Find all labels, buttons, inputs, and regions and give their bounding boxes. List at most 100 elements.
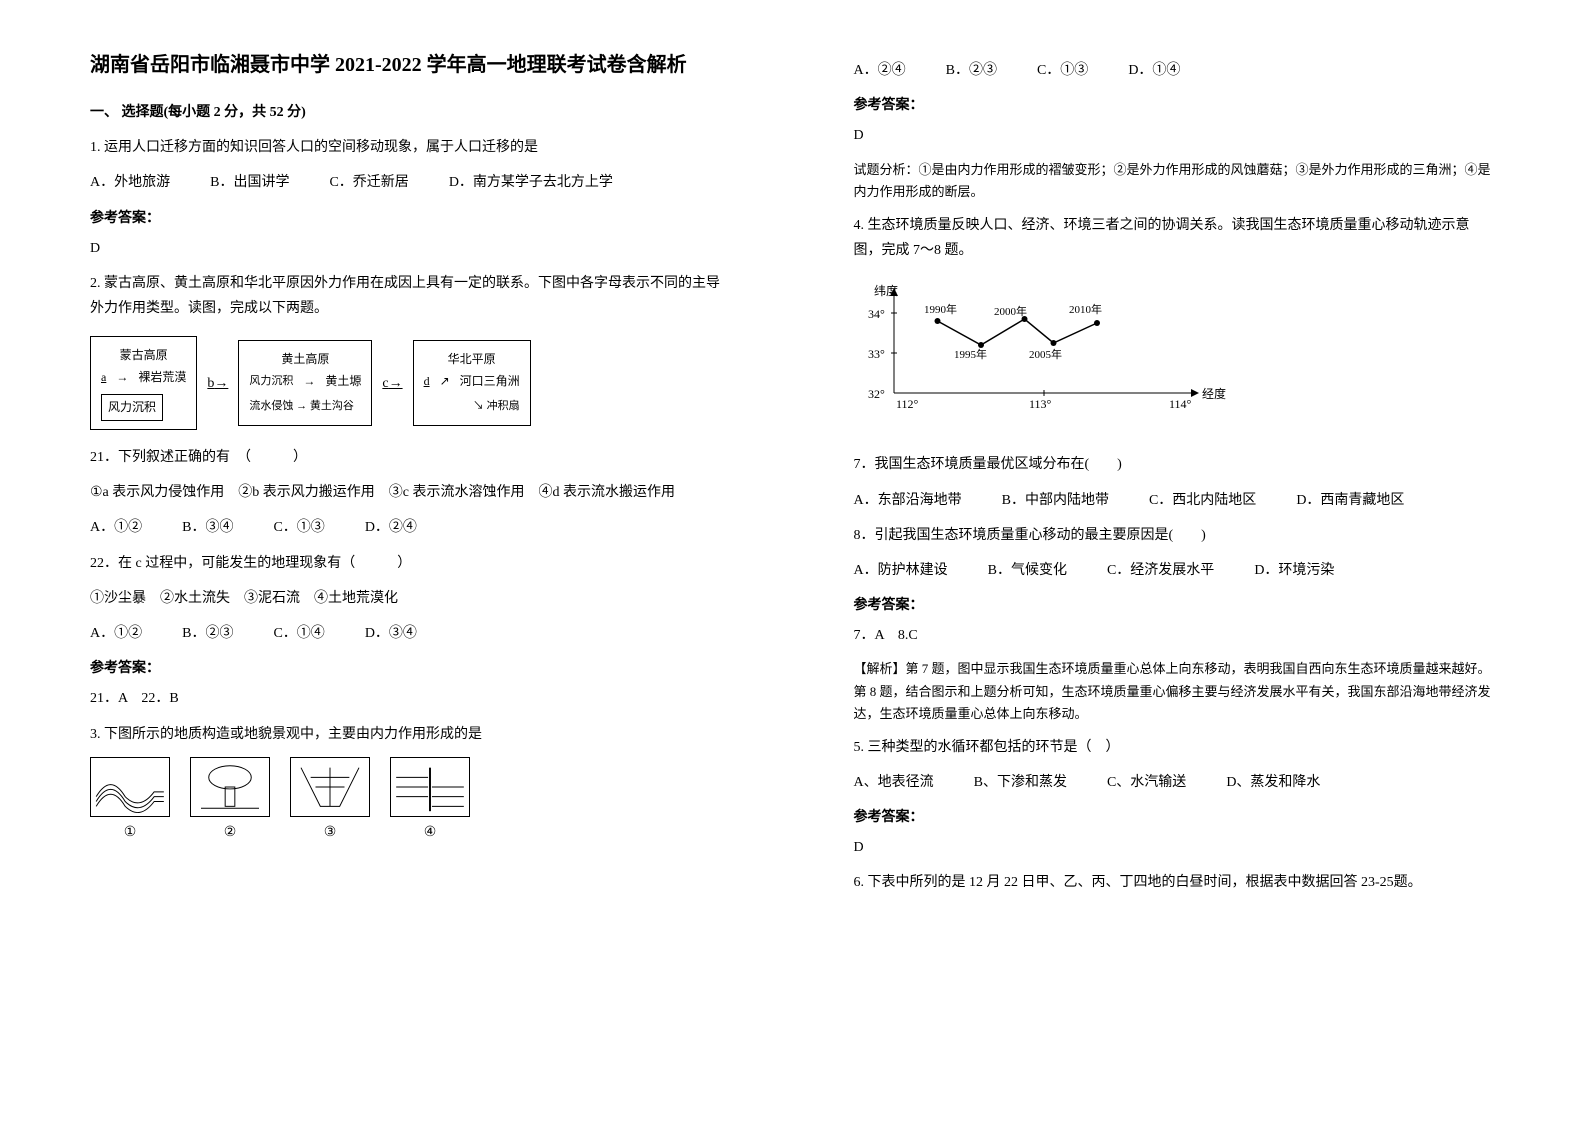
q8-options: A．防护林建设 B．气候变化 C．经济发展水平 D．环境污染 (854, 558, 1498, 583)
box3-d: d (424, 371, 430, 393)
box2-title: 黄土高原 (249, 349, 361, 371)
q7-optA: A．东部沿海地带 (854, 488, 962, 513)
q5-stem: 5. 三种类型的水循环都包括的环节是（ ） (854, 735, 1498, 760)
geo-n4: ④ (424, 820, 437, 845)
q3-stem: 3. 下图所示的地质构造或地貌景观中，主要由内力作用形成的是 (90, 722, 734, 747)
y32: 32° (868, 387, 885, 401)
fault-icon (390, 757, 470, 817)
ans78-label: 参考答案： (854, 593, 1498, 618)
q5-options: A、地表径流 B、下渗和蒸发 C、水汽输送 D、蒸发和降水 (854, 770, 1498, 795)
q21-stem: 21．下列叙述正确的有 （ ） (90, 445, 734, 470)
x114: 114° (1169, 397, 1192, 411)
diagram-box-2: 黄土高原 风力沉积 → 黄土塬 流水侵蚀 → 黄土沟谷 (238, 340, 372, 426)
box1-title: 蒙古高原 (101, 345, 186, 367)
box3-title: 华北平原 (424, 349, 520, 371)
geo-n2: ② (224, 820, 237, 845)
trajectory-chart: 纬度 34° 33° 32° 112° 113° 114° 经度 1990年 1… (854, 283, 1234, 423)
ans2122: 21．A 22．B (90, 686, 734, 711)
q5-optC: C、水汽输送 (1107, 770, 1186, 795)
geo-img-4: ④ (390, 757, 470, 845)
ans2122-label: 参考答案： (90, 656, 734, 681)
ans78: 7．A 8.C (854, 623, 1498, 648)
delta-icon (290, 757, 370, 817)
geo-img-3: ③ (290, 757, 370, 845)
page-title: 湖南省岳阳市临湘聂市中学 2021-2022 学年高一地理联考试卷含解析 (90, 50, 734, 80)
q1-options: A．外地旅游 B．出国讲学 C．乔迁新居 D．南方某学子去北方上学 (90, 170, 734, 195)
box3-r1: 河口三角洲 (460, 371, 520, 393)
box2-right: 黄土塬 (325, 371, 361, 393)
p2000: 2000年 (994, 304, 1027, 318)
c-label: c→ (382, 371, 402, 396)
q5-optB: B、下渗和蒸发 (974, 770, 1067, 795)
q7-stem: 7．我国生态环境质量最优区域分布在( ) (854, 452, 1498, 477)
p2010: 2010年 (1069, 302, 1102, 316)
q8-stem: 8．引起我国生态环境质量重心移动的最主要原因是( ) (854, 523, 1498, 548)
q5-answer-label: 参考答案： (854, 805, 1498, 830)
geo-img-1: ① (90, 757, 170, 845)
mushroom-rock-icon (190, 757, 270, 817)
q22-stem: 22．在 c 过程中，可能发生的地理现象有（ ） (90, 551, 734, 576)
q3-answer-label: 参考答案： (854, 93, 1498, 118)
q7-optD: D．西南青藏地区 (1296, 488, 1404, 513)
q21-optA: A．①② (90, 515, 142, 540)
q3-answer: D (854, 123, 1498, 148)
flow-diagram: 蒙古高原 a → 裸岩荒漠 风力沉积 b→ 黄土高原 风力沉积 → 黄土塬 流水… (90, 336, 734, 430)
q22-line: ①沙尘暴 ②水土流失 ③泥石流 ④土地荒漠化 (90, 586, 734, 611)
q2-stem: 2. 蒙古高原、黄土高原和华北平原因外力作用在成因上具有一定的联系。下图中各字母… (90, 271, 734, 321)
box3-r2: 冲积扇 (487, 400, 520, 412)
y33: 33° (868, 347, 885, 361)
explain78: 【解析】第 7 题，图中显示我国生态环境质量重心总体上向东移动，表明我国自西向东… (854, 658, 1498, 724)
box1-bottom: 风力沉积 (101, 394, 163, 422)
xlabel: 经度 (1202, 386, 1226, 401)
q3-options: A．②④ B．②③ C．①③ D．①④ (854, 58, 1498, 83)
q8-optA: A．防护林建设 (854, 558, 948, 583)
q21-options: A．①② B．③④ C．①③ D．②④ (90, 515, 734, 540)
left-column: 湖南省岳阳市临湘聂市中学 2021-2022 学年高一地理联考试卷含解析 一、 … (0, 0, 794, 1122)
q8-optD: D．环境污染 (1254, 558, 1334, 583)
geo-n1: ① (124, 820, 137, 845)
p2005: 2005年 (1029, 347, 1062, 361)
box1-sub: 裸岩荒漠 (138, 367, 186, 389)
q1-optD: D．南方某学子去北方上学 (449, 170, 613, 195)
q21-optD: D．②④ (365, 515, 417, 540)
right-column: A．②④ B．②③ C．①③ D．①④ 参考答案： D 试题分析：①是由内力作用… (794, 0, 1587, 1122)
q4-stem: 4. 生态环境质量反映人口、经济、环境三者之间的协调关系。读我国生态环境质量重心… (854, 213, 1498, 263)
box2-br: 黄土沟谷 (310, 400, 354, 412)
q21-optB: B．③④ (182, 515, 233, 540)
q22-optD: D．③④ (365, 621, 417, 646)
q1-answer: D (90, 236, 734, 261)
y34: 34° (868, 307, 885, 321)
q22-options: A．①② B．②③ C．①④ D．③④ (90, 621, 734, 646)
q8-optC: C．经济发展水平 (1107, 558, 1214, 583)
q5-optD: D、蒸发和降水 (1226, 770, 1320, 795)
geology-images: ① ② ③ (90, 757, 734, 845)
diagram-box-1: 蒙古高原 a → 裸岩荒漠 风力沉积 (90, 336, 197, 430)
b-label: b→ (207, 371, 228, 396)
q22-optC: C．①④ (273, 621, 324, 646)
q1-stem: 1. 运用人口迁移方面的知识回答人口的空间移动现象，属于人口迁移的是 (90, 135, 734, 160)
x112: 112° (896, 397, 919, 411)
geo-n3: ③ (324, 820, 337, 845)
q7-options: A．东部沿海地带 B．中部内陆地带 C．西北内陆地区 D．西南青藏地区 (854, 488, 1498, 513)
q21-line: ①a 表示风力侵蚀作用 ②b 表示风力搬运作用 ③c 表示流水溶蚀作用 ④d 表… (90, 480, 734, 505)
q5-optA: A、地表径流 (854, 770, 934, 795)
q6-stem: 6. 下表中所列的是 12 月 22 日甲、乙、丙、丁四地的白昼时间，根据表中数… (854, 870, 1498, 895)
q22-optA: A．①② (90, 621, 142, 646)
fold-icon (90, 757, 170, 817)
q1-answer-label: 参考答案： (90, 206, 734, 231)
q1-optC: C．乔迁新居 (329, 170, 408, 195)
ylabel: 纬度 (874, 283, 898, 298)
box1-a: a (101, 367, 106, 389)
q7-optB: B．中部内陆地带 (1002, 488, 1109, 513)
box2-top: 风力沉积 (249, 372, 293, 392)
q5-answer: D (854, 835, 1498, 860)
p1995: 1995年 (954, 347, 987, 361)
q3-explain: 试题分析：①是由内力作用形成的褶皱变形；②是外力作用形成的风蚀蘑菇；③是外力作用… (854, 159, 1498, 203)
q3-optB: B．②③ (946, 58, 997, 83)
section-head: 一、 选择题(每小题 2 分，共 52 分) (90, 100, 734, 125)
q3-optD: D．①④ (1128, 58, 1180, 83)
x113: 113° (1029, 397, 1052, 411)
box2-bottom: 流水侵蚀 (249, 400, 293, 412)
p1990: 1990年 (924, 302, 957, 316)
q22-optB: B．②③ (182, 621, 233, 646)
